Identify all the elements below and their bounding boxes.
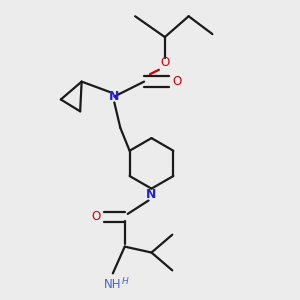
Text: N: N [146,188,157,201]
Text: O: O [172,75,182,88]
Text: H: H [122,277,129,286]
Text: N: N [109,90,119,103]
Text: O: O [92,210,101,224]
Text: O: O [160,56,170,69]
Text: NH: NH [104,278,122,291]
